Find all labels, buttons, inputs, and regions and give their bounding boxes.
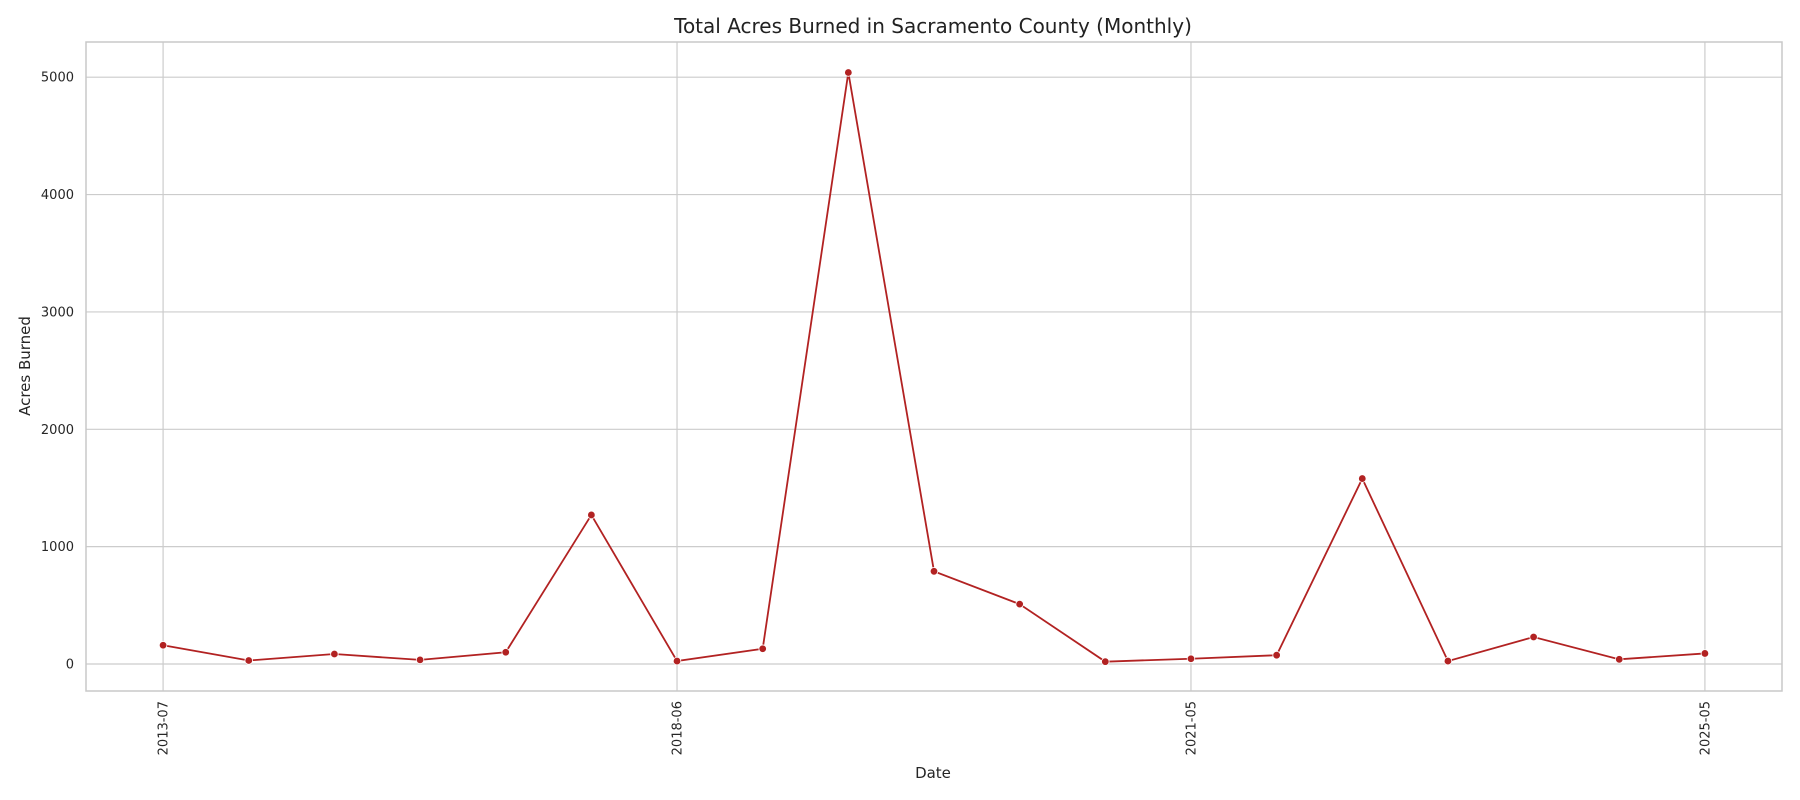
data-point [758, 644, 767, 653]
plot-frame [85, 41, 1783, 692]
data-point [844, 68, 853, 77]
y-tick-label: 3000 [41, 305, 74, 320]
chart-title: Total Acres Burned in Sacramento County … [673, 14, 1192, 38]
data-point [1615, 655, 1624, 664]
data-point [1015, 599, 1024, 609]
data-point [415, 655, 425, 665]
x-tick-label: 2013-07 [157, 701, 172, 755]
data-point [1529, 632, 1538, 642]
data-point [587, 510, 596, 520]
data-point [1700, 649, 1710, 658]
y-tick-label: 4000 [41, 188, 74, 203]
y-axis-label: Acres Burned [16, 316, 34, 416]
data-point [501, 648, 510, 657]
series-layer [158, 68, 1710, 666]
x-axis-label: Date [915, 764, 951, 782]
data-point [1186, 654, 1196, 663]
data-point [1272, 651, 1281, 660]
x-tick-label: 2018-06 [671, 701, 686, 755]
data-point [929, 567, 939, 576]
data-point [1101, 657, 1110, 666]
data-point [1358, 474, 1367, 483]
data-point [672, 656, 682, 666]
y-tick-label: 1000 [41, 540, 74, 555]
x-tick-label: 2025-05 [1698, 701, 1713, 755]
grid-layer [86, 42, 1782, 691]
tick-layer: 0 1000 2000 3000 4000 5000 2013-07 2018-06 2021-… [41, 71, 1714, 756]
y-tick-label: 2000 [41, 423, 74, 438]
y-tick-label: 5000 [41, 71, 74, 86]
y-tick-label: 0 [66, 658, 74, 673]
data-point [158, 641, 168, 650]
data-point [1443, 656, 1453, 666]
data-point [244, 656, 253, 665]
x-tick-label: 2021-05 [1184, 701, 1199, 755]
data-point [330, 649, 339, 659]
